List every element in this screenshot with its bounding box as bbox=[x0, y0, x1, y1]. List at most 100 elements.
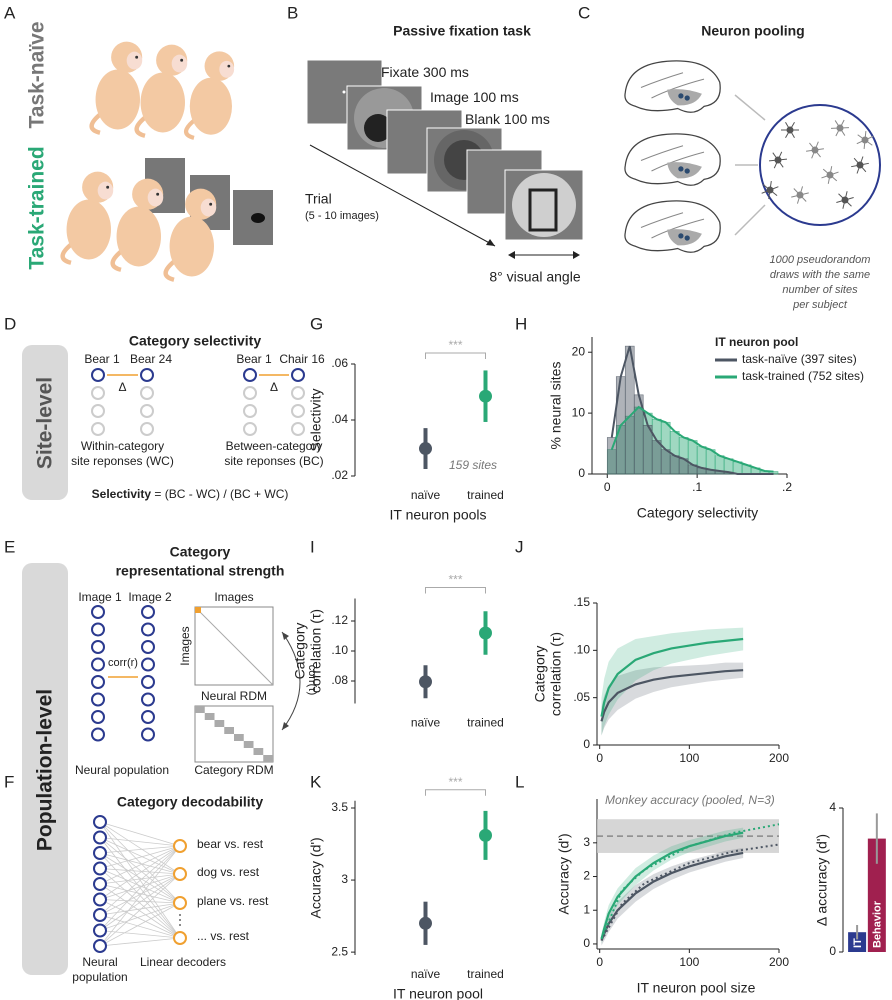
rdm-axis-label: Images bbox=[178, 626, 192, 665]
line bbox=[600, 831, 744, 940]
y-tick-label: .10 bbox=[573, 643, 590, 657]
site-response bbox=[291, 368, 305, 382]
site-response bbox=[291, 386, 305, 400]
y-axis-label: Δ accuracy (d') bbox=[814, 834, 830, 926]
weight bbox=[99, 873, 181, 900]
caption: site reponses (WC) bbox=[71, 454, 174, 468]
weight bbox=[99, 937, 181, 947]
monkey bbox=[63, 172, 114, 263]
decoder bbox=[173, 839, 187, 853]
delta: Δ bbox=[270, 380, 278, 394]
population-label: Neural population bbox=[75, 763, 169, 777]
weight bbox=[99, 821, 181, 904]
neuron bbox=[91, 622, 105, 637]
site-response bbox=[91, 422, 105, 436]
error-band bbox=[601, 827, 744, 944]
x-tick-label: 200 bbox=[769, 751, 789, 765]
rdm-cell bbox=[204, 713, 215, 720]
x-tick-label: trained bbox=[467, 967, 504, 981]
caption: Between-category bbox=[226, 439, 323, 453]
x-tick-label: 0 bbox=[596, 955, 603, 969]
panel-letter: B bbox=[287, 3, 298, 22]
x-axis-label: IT neuron pools bbox=[389, 507, 486, 523]
decoder bbox=[173, 931, 187, 945]
bar bbox=[867, 838, 886, 952]
group-label: Task-naïve bbox=[26, 22, 49, 129]
y-axis-label: correlation (τ) bbox=[548, 632, 564, 716]
error-band bbox=[601, 662, 744, 736]
population-label: Neural bbox=[82, 955, 117, 969]
image-label: Image 1 bbox=[78, 590, 122, 604]
weight bbox=[99, 852, 181, 904]
rdm-axis-label: Images bbox=[214, 590, 253, 604]
rdm-cell bbox=[195, 706, 205, 713]
x-tick-label: 0 bbox=[604, 480, 611, 494]
site-response bbox=[140, 404, 154, 418]
density-curve bbox=[610, 405, 774, 473]
formula: Selectivity = (BC - WC) / (BC + WC) bbox=[92, 487, 289, 501]
neuron bbox=[141, 605, 155, 619]
panel-title: Category bbox=[170, 544, 231, 560]
level-box bbox=[22, 563, 68, 975]
site-label: Bear 1 bbox=[84, 352, 120, 366]
arrow-head bbox=[282, 632, 289, 730]
weight bbox=[99, 868, 181, 875]
decoder-name: plane vs. rest bbox=[197, 894, 269, 908]
rdm-cell bbox=[224, 727, 234, 734]
decoder-name: bear vs. rest bbox=[197, 837, 264, 851]
panel-letter: F bbox=[4, 772, 14, 791]
neuron bbox=[93, 923, 107, 938]
step-duration: 100 ms bbox=[473, 89, 519, 105]
panel-title: Neuron pooling bbox=[701, 23, 804, 39]
neuron bbox=[93, 939, 107, 953]
point bbox=[419, 916, 432, 930]
legend-title: IT neuron pool bbox=[715, 335, 798, 349]
ellipsis-dot bbox=[179, 919, 181, 921]
x-tick-label: 0 bbox=[596, 751, 603, 765]
neuron bbox=[141, 640, 155, 654]
site-response bbox=[91, 368, 105, 382]
monkey bbox=[186, 51, 234, 138]
y-tick-label: 3.5 bbox=[331, 800, 348, 814]
stimulus bbox=[251, 213, 265, 223]
y-axis-label: % neural sites bbox=[548, 362, 564, 450]
weight bbox=[99, 821, 181, 847]
weight bbox=[99, 899, 181, 939]
neuron bbox=[841, 196, 849, 204]
delta: Δ bbox=[118, 380, 126, 394]
y-tick-label: 3 bbox=[341, 872, 348, 886]
neuron bbox=[93, 861, 107, 876]
panel-letter: D bbox=[4, 314, 16, 333]
weight bbox=[99, 902, 181, 947]
y-tick-label: 2.5 bbox=[331, 944, 348, 958]
corr-label: corr(r) bbox=[108, 657, 138, 669]
histogram-bar bbox=[651, 440, 662, 475]
panel-title: representational strength bbox=[116, 563, 285, 579]
neuron bbox=[91, 640, 105, 654]
x-tick-label: naïve bbox=[411, 967, 441, 981]
neuron bbox=[93, 815, 107, 829]
significance: *** bbox=[448, 573, 462, 587]
neuron bbox=[93, 892, 107, 907]
y-tick-label: .04 bbox=[331, 412, 348, 426]
neuron bbox=[93, 877, 107, 891]
brain bbox=[624, 133, 721, 186]
x-tick-label: naïve bbox=[411, 488, 441, 502]
y-tick-label: 0 bbox=[578, 466, 585, 480]
site-response bbox=[91, 404, 105, 418]
weight bbox=[99, 845, 181, 916]
histogram-bar bbox=[642, 424, 653, 475]
x-tick-label: 100 bbox=[679, 751, 699, 765]
brain bbox=[624, 60, 721, 113]
neuron bbox=[861, 136, 869, 144]
weight bbox=[99, 883, 181, 939]
y-tick-label: 1 bbox=[583, 902, 590, 916]
weight bbox=[99, 845, 181, 869]
y-tick-label: 2 bbox=[583, 869, 590, 883]
weight bbox=[99, 837, 181, 904]
level-label: Population-level bbox=[34, 689, 57, 851]
site-response bbox=[243, 368, 257, 382]
point bbox=[479, 828, 492, 842]
weight bbox=[99, 902, 181, 931]
